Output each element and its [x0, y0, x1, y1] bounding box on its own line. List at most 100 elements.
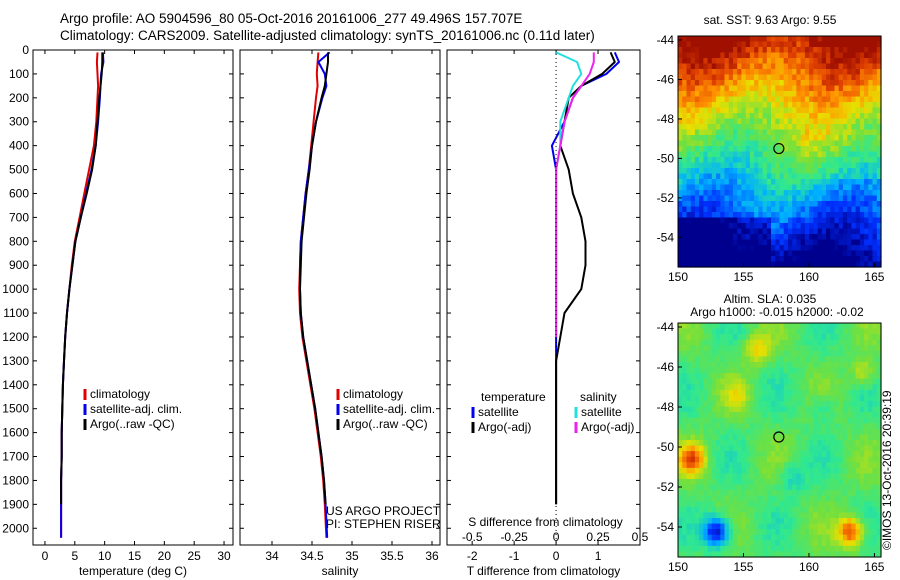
map-cell [707, 345, 713, 352]
map-cell [855, 124, 861, 131]
map-cell [783, 467, 789, 475]
map-cell [796, 85, 802, 92]
map-cell [821, 323, 827, 330]
map-cell [682, 440, 687, 447]
map-cell [703, 495, 709, 502]
map-cell [876, 345, 882, 352]
map-cell [859, 334, 865, 341]
map-cell [699, 395, 704, 402]
map-cell [851, 490, 857, 497]
map-cell [766, 406, 772, 413]
map-cell [733, 389, 738, 397]
map-cell [724, 217, 730, 224]
map-cell [745, 195, 751, 202]
map-cell [699, 334, 704, 341]
map-cell [766, 85, 772, 92]
map-cell [783, 440, 789, 447]
map-cell [690, 179, 696, 186]
map-cell [868, 234, 874, 241]
map-cell [707, 80, 713, 87]
map-cell [707, 423, 713, 430]
map-cell [876, 250, 882, 257]
map-cell [711, 462, 717, 469]
map-cell [855, 107, 861, 114]
map-cell [847, 518, 852, 525]
map-cell [728, 479, 734, 486]
map-cell [775, 206, 781, 213]
map-cell [783, 529, 789, 536]
map-cell [699, 245, 704, 252]
map-cell [737, 356, 742, 363]
map-cell [720, 245, 726, 252]
map-cell [872, 91, 878, 98]
map-cell [707, 462, 713, 469]
map-cell [864, 250, 869, 257]
map-cell [703, 551, 709, 558]
map-cell [855, 345, 861, 352]
map-cell [792, 135, 797, 142]
map-cell [737, 223, 742, 230]
map-cell [699, 58, 704, 65]
map-cell [876, 523, 882, 530]
map-cell [783, 91, 789, 98]
map-cell [716, 63, 721, 70]
map-cell [711, 406, 717, 413]
map-cell [847, 179, 852, 186]
map-cell [783, 479, 789, 486]
map-cell [694, 135, 700, 142]
map-cell [720, 412, 726, 419]
map-cell [766, 256, 772, 263]
map-cell [876, 479, 882, 486]
map-cell [749, 417, 755, 424]
map-cell [724, 395, 730, 402]
map-cell [686, 96, 692, 103]
map-cell [741, 328, 747, 335]
map-cell [754, 339, 759, 346]
map-cell [872, 484, 878, 491]
map-cell [868, 456, 874, 463]
map-cell [694, 151, 700, 158]
map-cell [771, 512, 776, 519]
map-cell [851, 473, 857, 480]
map-cell [800, 389, 806, 397]
map-cell [792, 151, 797, 158]
map-cell [716, 451, 721, 458]
map-cell [842, 395, 848, 402]
map-cell [788, 395, 793, 402]
sla-map [678, 323, 882, 558]
map-cell [851, 41, 857, 48]
map-cell [792, 417, 797, 424]
map-cell [737, 63, 742, 70]
map-cell [728, 456, 734, 463]
map-cell [809, 146, 814, 153]
map-cell [842, 245, 848, 252]
map-cell [728, 146, 734, 153]
map-cell [851, 423, 857, 430]
map-cell [868, 102, 874, 109]
map-cell [830, 412, 836, 419]
map-cell [690, 250, 696, 257]
map-cell [694, 451, 700, 458]
map-cell [859, 157, 865, 164]
map-cell [804, 540, 810, 547]
map-cell [830, 261, 836, 268]
map-cell [821, 356, 827, 363]
map-cell [859, 47, 865, 54]
map-cell [783, 462, 789, 469]
map-cell [754, 206, 759, 213]
map-cell [838, 484, 844, 491]
map-cell [724, 245, 730, 252]
map-cell [771, 440, 776, 447]
map-cell [741, 113, 747, 120]
map-cell [724, 367, 730, 374]
map-cell [707, 373, 713, 380]
map-cell [758, 129, 764, 136]
map-cell [678, 406, 683, 413]
map-cell [868, 462, 874, 469]
map-cell [834, 401, 840, 408]
map-cell [711, 334, 717, 341]
map-cell [796, 473, 802, 480]
map-cell [826, 417, 831, 424]
map-cell [711, 328, 717, 335]
map-cell [771, 217, 776, 224]
